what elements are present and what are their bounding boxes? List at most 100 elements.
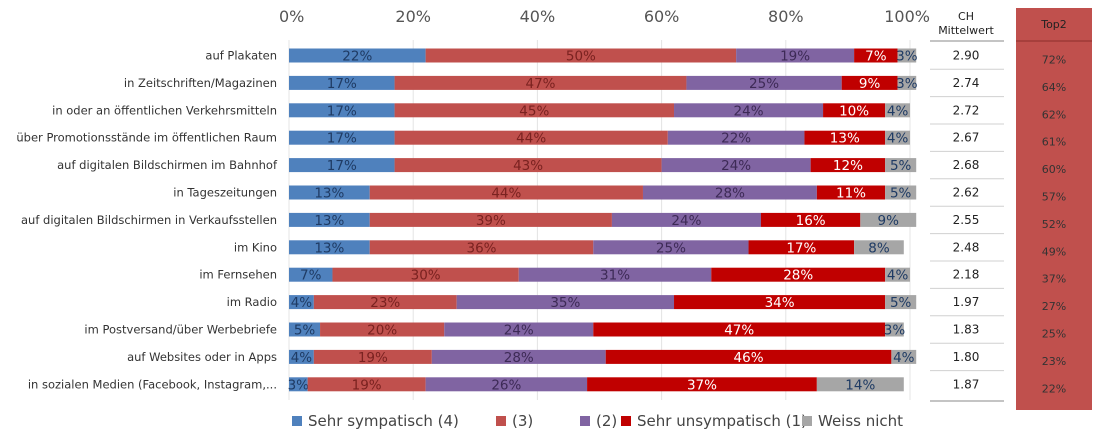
bar-segment [885,130,910,145]
legend-swatch [802,416,812,426]
data-label: 34% [765,295,795,311]
mean-value: 2.55 [953,213,980,227]
data-label: 31% [600,268,630,284]
bar-segment [289,377,308,392]
bar-segment [854,48,898,63]
data-label: 20% [367,323,397,339]
bar-segment [816,185,886,200]
bar-segment [289,48,426,63]
bar-segment [307,377,426,392]
bar-segment [885,295,917,310]
data-label: 50% [566,49,596,65]
mean-value: 2.72 [953,103,980,117]
category-label: auf Plakaten [205,49,277,63]
bar-segment [332,267,519,282]
mean-value: 2.18 [953,268,980,282]
legend-swatch [496,416,506,426]
data-label: 17% [327,103,357,119]
legend-label: (3) [512,412,533,430]
top2-value: 49% [1042,245,1066,258]
bar-segment [804,130,886,145]
data-label: 5% [890,158,912,174]
data-label: 46% [734,350,764,366]
data-label: 19% [352,377,382,393]
bar-segment [289,75,395,90]
data-label: 24% [504,323,534,339]
bar-segment [425,48,737,63]
mean-value: 2.68 [953,158,980,172]
bar-segment [885,267,910,282]
bar-segment [885,185,917,200]
bar-segment [593,322,886,337]
data-label: 39% [476,213,506,229]
mean-value: 2.67 [953,131,980,145]
bar-segment [394,158,662,173]
category-label: in Zeitschriften/Magazinen [124,76,277,90]
category-label: auf digitalen Bildschirmen im Bahnhof [57,158,278,172]
data-label: 47% [525,76,555,92]
data-label: 5% [294,323,316,339]
bar-segment [369,185,643,200]
data-label: 28% [504,350,534,366]
x-tick-label: 40% [520,7,556,26]
data-label: 43% [513,158,543,174]
bar-segment [841,75,898,90]
mean-value: 2.48 [953,240,980,254]
bar-segment [674,295,886,310]
data-label: 13% [830,131,860,147]
data-label: 13% [314,240,344,256]
bar-segment [605,349,892,364]
bar-segment [885,103,910,118]
category-label: über Promotionsstände im öffentlichen Ra… [16,131,277,145]
legend-swatch [621,416,631,426]
x-tick-label: 0% [279,7,304,26]
bar-segment [885,322,904,337]
data-label: 22% [721,131,751,147]
data-label: 4% [887,131,909,147]
data-label: 17% [327,158,357,174]
top2-value: 22% [1042,382,1066,395]
bar-segment [320,322,445,337]
mean-value: 1.97 [953,295,980,309]
data-label: 24% [671,213,701,229]
legend-label: Sehr sympatisch (4) [308,412,459,430]
top2-value: 60% [1042,163,1066,176]
bar-segment [289,185,370,200]
data-label: 17% [327,76,357,92]
data-label: 11% [836,186,866,202]
legend-swatch [580,416,590,426]
data-label: 4% [893,350,915,366]
data-label: 9% [859,76,881,92]
data-label: 4% [887,103,909,119]
top2-value: 64% [1042,81,1066,94]
bar-segment [823,103,886,118]
data-label: 10% [839,103,869,119]
x-tick-label: 60% [644,7,680,26]
bar-segment [667,130,805,145]
bar-segment [289,349,314,364]
data-label: 17% [327,131,357,147]
bar-segment [611,212,761,227]
data-label: 4% [887,268,909,284]
data-label: 13% [314,186,344,202]
data-label: 25% [749,76,779,92]
legend-label: Weiss nicht [818,412,903,430]
mean-value: 1.83 [953,323,980,337]
data-label: 9% [878,213,900,229]
bar-segment [897,48,917,63]
category-label: auf Websites oder in Apps [127,350,277,364]
bar-segment [289,130,395,145]
mean-value: 1.80 [953,350,980,364]
bar-segment [394,103,675,118]
data-label: 44% [516,131,546,147]
bar-segment [289,103,395,118]
category-label: in sozialen Medien (Facebook, Instagram,… [28,377,277,391]
data-label: 5% [890,295,912,311]
data-label: 35% [550,295,580,311]
top2-value: 62% [1042,108,1066,121]
mean-value: 2.90 [953,49,980,63]
bar-segment [760,212,861,227]
mean-value: 1.87 [953,377,980,391]
category-label: im Postversand/über Werbebriefe [84,323,277,337]
